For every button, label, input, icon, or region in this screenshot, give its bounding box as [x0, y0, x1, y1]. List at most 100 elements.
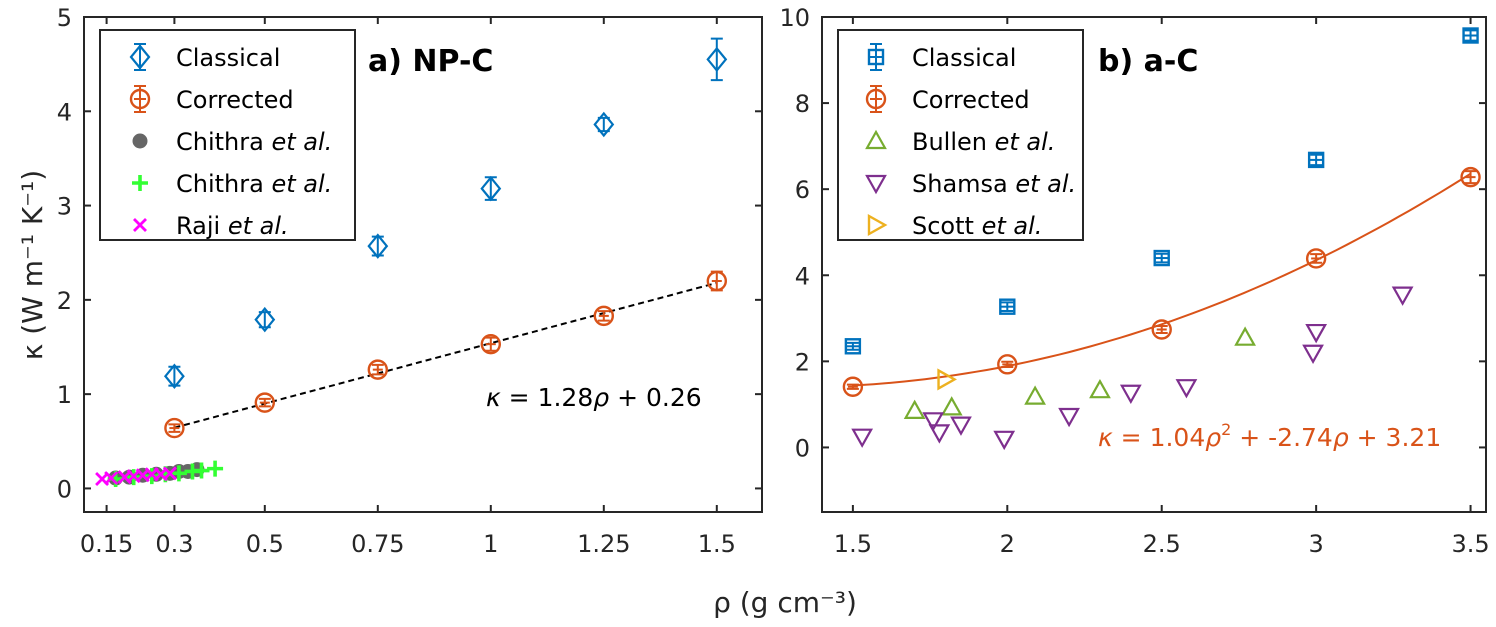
- panel-b-shamsa-et-al-triangle-down-point: [1302, 344, 1324, 364]
- panel-a-x-tick-label: 0.5: [246, 530, 284, 558]
- panel-b-legend-entry-corrected-circle-marker: [865, 88, 887, 110]
- panel-a-legend-entry-classical-diamond-label: Classical: [176, 44, 280, 72]
- panel-a-classical-diamond-point: [480, 175, 502, 202]
- panel-b-bullen-et-al-triangle-up-point: [1089, 378, 1111, 399]
- panel-a-x-tick-label: 1.5: [698, 530, 736, 558]
- panel-a-corrected-circle-point: [367, 359, 388, 380]
- panel-b-shamsa-et-al-triangle-down-point: [1175, 379, 1198, 399]
- panel-b-corrected-circle-point: [1151, 319, 1172, 340]
- panel-a-legend: Classical Corrected Chithra et al. Chithra …: [99, 29, 356, 241]
- panel-a-x-tick-label: 0.3: [155, 530, 193, 558]
- panel-b-y-tick-label: 0: [795, 434, 810, 462]
- panel-b-y-tick-label: 2: [795, 348, 810, 376]
- panel-b-bullen-et-al-triangle-up-point: [940, 396, 963, 416]
- panel-b-shamsa-et-al-triangle-down-point: [993, 430, 1016, 451]
- panel-b-shamsa-et-al-triangle-down-point: [1391, 286, 1414, 306]
- panel-a-y-tick-label: 0: [57, 475, 72, 503]
- panel-b-legend-entry-bullen-et-al-triangle-up-marker: [865, 129, 887, 150]
- panel-b-legend-entry-classical-square-marker: [867, 48, 885, 66]
- panel-b-legend: Classical Corrected Bullen et al. Shamsa et…: [837, 29, 1084, 241]
- panel-a-y-tick-label: 4: [57, 98, 72, 126]
- panel-a-legend-entry-corrected-circle-label: Corrected: [176, 86, 294, 114]
- panel-b-shamsa-et-al-triangle-down-point: [922, 412, 945, 432]
- panel-b-shamsa-et-al-triangle-down-point: [851, 428, 874, 448]
- panel-b-legend-entry-classical-square-label: Classical: [912, 44, 1016, 72]
- panel-b-legend-entry-scott-et-al-triangle-right-marker: [867, 213, 888, 237]
- panel-a-x-tick-label: 1.25: [577, 530, 630, 558]
- panel-a-fit-equation: κ = 1.28ρ + 0.26: [486, 383, 702, 412]
- panel-a-legend-entry-raji-et-al-cross-marker: [133, 218, 147, 232]
- panel-a-y-tick-label: 3: [57, 193, 72, 221]
- panel-b-fit-equation: κ = 1.04ρ2 + -2.74ρ + 3.21: [1098, 420, 1441, 452]
- panel-a-corrected-circle-point: [164, 417, 185, 439]
- panel-b-shamsa-et-al-triangle-down-point: [1119, 384, 1142, 405]
- panel-a-chithra-et-al-plus-point: [207, 460, 224, 477]
- panel-a-classical-diamond-point: [163, 363, 185, 389]
- panel-a: 0.15 0.3 0.5 0.75 1 1.25 1.5 0 1 2 3 4 5 κ = 1.28ρ +…: [57, 4, 763, 558]
- panel-a-legend-entry-classical-diamond-marker: [129, 44, 151, 70]
- panel-b-shamsa-et-al-triangle-down-point: [1058, 407, 1080, 428]
- panel-a-legend-entry-classical-diamond-errorbar: [134, 43, 146, 71]
- y-axis-label: κ (W m⁻¹ K⁻¹): [16, 170, 49, 360]
- panel-b-x-tick-label: 3: [1308, 530, 1323, 558]
- panel-b-legend-entry-shamsa-et-al-triangle-down-marker: [865, 174, 887, 195]
- panel-b-legend-entry-corrected-circle-label: Corrected: [912, 86, 1030, 114]
- panel-a-raji-et-al-cross-point: [162, 466, 177, 481]
- panel-b-bullen-et-al-triangle-up-point: [1234, 326, 1256, 346]
- panel-b-corrected-circle-point: [842, 376, 864, 397]
- panel-b-legend-entry-scott-et-al-triangle-right-label: Scott et al.: [912, 212, 1042, 240]
- panel-a-corrected-circle-point: [593, 305, 614, 327]
- panel-a-classical-diamond-point: [367, 233, 389, 259]
- panel-a-chithra-et-al-plus-point: [193, 462, 210, 479]
- panel-b-shamsa-et-al-triangle-down-point: [950, 416, 972, 436]
- panel-a-raji-et-al-cross-point: [104, 471, 119, 486]
- panel-b-x-tick-label: 2: [1000, 530, 1015, 558]
- panel-b-x-tick-label: 3.5: [1451, 530, 1489, 558]
- panel-a-corrected-circle-point: [254, 392, 275, 413]
- panel-b-fit-line: [852, 172, 1472, 387]
- panel-a-legend-entry-chithra-et-al-filled-circle-label: Chithra et al.: [176, 128, 332, 156]
- panel-a-y-tick-label: 1: [57, 381, 72, 409]
- panel-a-legend-entry-raji-et-al-cross-label: Raji et al.: [176, 212, 289, 240]
- panel-a-y-tick-label: 2: [57, 287, 72, 315]
- panel-b: 1.5 2 2.5 3 3.5 0 2 4 6 8 10 κ = 1.04ρ2 + -2.74ρ +…: [779, 4, 1489, 558]
- panel-a-legend-entry-chithra-et-al-plus-marker: [132, 175, 148, 191]
- panel-b-corrected-circle-point: [997, 354, 1018, 375]
- panel-b-shamsa-et-al-triangle-down-point: [928, 424, 951, 444]
- panel-a-ticks: 0.15 0.3 0.5 0.75 1 1.25 1.5 0 1 2 3 4 5: [57, 4, 762, 558]
- panel-b-y-tick-label: 4: [795, 262, 810, 290]
- panel-a-x-tick-label: 1: [483, 530, 498, 558]
- panel-b-scott-et-al-triangle-right-point: [937, 368, 957, 391]
- panel-b-bullen-et-al-triangle-up-point: [903, 399, 926, 419]
- panel-a-x-tick-label: 0.15: [80, 530, 133, 558]
- panel-a-classical-diamond-point: [706, 46, 728, 73]
- panel-a-chithra-et-al-plus-point: [170, 465, 187, 482]
- panel-a-legend-entry-corrected-circle-marker: [129, 88, 151, 110]
- panel-a-classical-diamond-errorbar: [710, 37, 723, 82]
- panel-a-title: a) NP-C: [368, 44, 493, 79]
- panel-b-y-tick-label: 6: [795, 176, 810, 204]
- panel-b-corrected-circle-point: [1460, 166, 1481, 188]
- panel-a-corrected-circle-point: [706, 270, 727, 292]
- panel-b-ticks: 1.5 2 2.5 3 3.5 0 2 4 6 8 10: [779, 4, 1489, 558]
- panel-b-x-tick-label: 2.5: [1143, 530, 1181, 558]
- panel-b-y-tick-label: 8: [795, 90, 810, 118]
- panel-a-legend-entry-chithra-et-al-filled-circle-marker: [132, 133, 148, 149]
- panel-a-y-tick-label: 5: [57, 4, 72, 32]
- panel-a-classical-diamond-point: [254, 306, 276, 333]
- panel-b-corrected-circle-point: [1305, 248, 1327, 269]
- panel-b-legend-entry-shamsa-et-al-triangle-down-label: Shamsa et al.: [912, 170, 1076, 198]
- panel-a-marks: [95, 37, 728, 487]
- panel-b-x-tick-label: 1.5: [834, 530, 872, 558]
- x-axis-label: ρ (g cm⁻³): [713, 586, 857, 619]
- panel-a-classical-diamond-point: [593, 111, 615, 138]
- panel-a-corrected-circle-point: [480, 333, 501, 355]
- panel-a-x-tick-label: 0.75: [351, 530, 404, 558]
- panel-a-legend-entry-chithra-et-al-plus-label: Chithra et al.: [176, 170, 332, 198]
- panel-b-bullen-et-al-triangle-up-point: [1024, 385, 1046, 405]
- panel-b-shamsa-et-al-triangle-down-point: [1305, 323, 1328, 344]
- panel-b-y-tick-label: 10: [779, 4, 810, 32]
- panel-b-marks: [842, 27, 1481, 451]
- panel-b-legend-entry-bullen-et-al-triangle-up-label: Bullen et al.: [912, 128, 1055, 156]
